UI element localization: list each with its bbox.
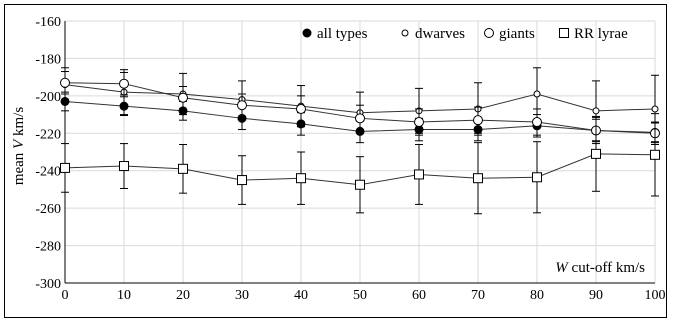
legend-item-rr-lyrae: RR lyrae (559, 26, 628, 42)
x-tick-label: 60 (412, 288, 426, 303)
x-axis-label-var: W (555, 260, 569, 276)
data-point (414, 169, 424, 180)
data-point (532, 117, 542, 128)
y-tick-label: -200 (35, 90, 61, 105)
x-tick-label: 0 (62, 288, 69, 303)
legend-item-all-types: all types (302, 26, 368, 42)
data-point (296, 173, 306, 184)
data-point (355, 113, 365, 124)
y-tick-label: -260 (35, 202, 61, 217)
y-tick-label: -280 (35, 240, 61, 255)
y-axis-label: mean V km/s (11, 107, 27, 185)
data-point (651, 105, 659, 113)
data-point (296, 103, 306, 114)
data-point (473, 173, 483, 184)
y-axis-label-var: V (11, 138, 27, 149)
data-point (591, 148, 601, 159)
legend-label: giants (499, 26, 535, 42)
legend-item-dwarves: dwarves (401, 26, 465, 42)
x-tick-label: 40 (294, 288, 308, 303)
series-giants (60, 71, 660, 146)
legend-marker (302, 28, 312, 38)
legend-item-giants: giants (484, 26, 535, 42)
data-point (178, 163, 188, 174)
y-tick-label: -160 (35, 15, 61, 30)
legend-label: all types (317, 26, 368, 42)
data-point (532, 172, 542, 183)
data-point (533, 90, 541, 98)
x-tick-label: 20 (176, 288, 190, 303)
x-tick-label: 30 (235, 288, 249, 303)
data-point (60, 77, 70, 88)
y-tick-labels: -160 -180 -200 -220 -240 -260 -280 -300 (35, 15, 61, 292)
x-tick-label: 100 (645, 288, 666, 303)
legend: all types dwarves giants RR lyrae (302, 26, 628, 42)
legend-marker (559, 28, 569, 38)
data-point (119, 78, 129, 89)
x-tick-labels: 0 10 20 30 40 50 60 70 80 90 100 (62, 288, 666, 303)
x-tick-label: 80 (530, 288, 544, 303)
y-axis-label-pre: mean (11, 149, 27, 185)
data-point (650, 149, 660, 160)
x-tick-label: 10 (117, 288, 131, 303)
data-point (119, 161, 129, 172)
y-tick-label: -300 (35, 277, 61, 292)
legend-label: dwarves (415, 26, 465, 42)
data-point (592, 107, 600, 115)
grid-lines (64, 20, 656, 284)
x-tick-label: 70 (471, 288, 485, 303)
y-tick-label: -220 (35, 127, 61, 142)
data-point (237, 175, 247, 186)
legend-marker (484, 28, 494, 38)
y-axis-label-post: km/s (11, 107, 27, 140)
chart-svg: -160 -180 -200 -220 -240 -260 -280 -300 0 10 20 30… (11, 15, 666, 303)
data-point (237, 100, 247, 111)
series-group (60, 67, 660, 215)
data-point (178, 92, 188, 103)
series-rr-lyrae (60, 113, 660, 215)
x-tick-label: 50 (353, 288, 367, 303)
x-axis-label: W cut-off km/s (555, 260, 645, 276)
data-point (355, 179, 365, 190)
chart-frame: -160 -180 -200 -220 -240 -260 -280 -300 0 10 20 30… (4, 4, 667, 318)
data-point (473, 115, 483, 126)
y-tick-label: -240 (35, 165, 61, 180)
x-tick-label: 90 (589, 288, 603, 303)
data-point (60, 162, 70, 173)
legend-label: RR lyrae (574, 26, 628, 42)
y-tick-label: -180 (35, 52, 61, 67)
x-axis-label-rest: cut-off km/s (568, 260, 645, 276)
legend-marker (401, 29, 409, 37)
data-point (414, 117, 424, 128)
